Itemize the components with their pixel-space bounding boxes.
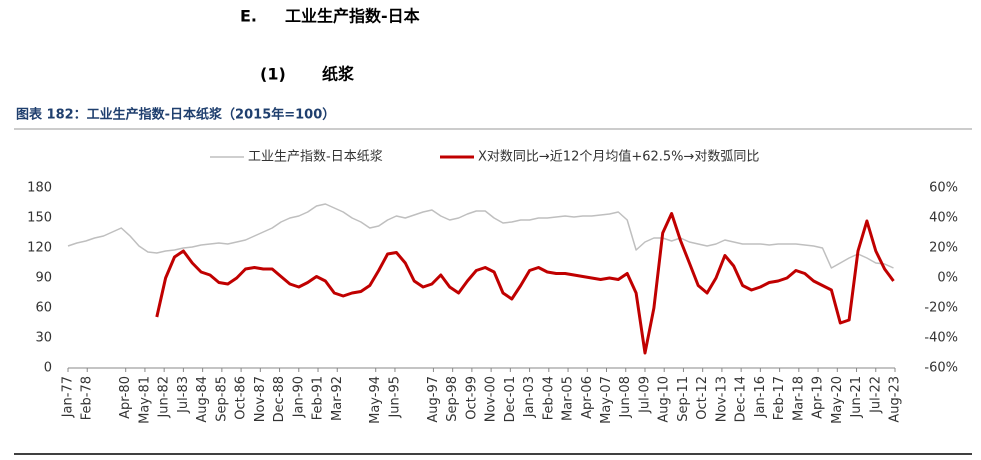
sub-title: 纸浆: [322, 65, 355, 84]
x-tick-label: Jan-77: [61, 376, 76, 418]
x-tick-label: Dec-88: [272, 376, 287, 422]
x-tick-label: Feb-04: [541, 376, 556, 420]
y-tick-label: 30: [35, 331, 52, 346]
legend-label: 工业生产指数-日本纸浆: [248, 150, 383, 165]
x-tick-label: Oct-12: [695, 376, 710, 420]
x-tick-label: Oct-99: [464, 376, 479, 420]
chart-title: 图表 182：工业生产指数-日本纸浆（2015年=100）: [16, 107, 335, 123]
y-tick-label: 150: [27, 211, 52, 226]
x-tick-label: Jan-16: [753, 376, 768, 418]
x-tick-label: Mar-05: [561, 376, 576, 421]
x-tick-label: Jun-21: [849, 376, 864, 419]
x-tick-label: Jul-83: [176, 376, 191, 414]
y2-tick-label: -60%: [924, 361, 958, 376]
x-tick-label: Sep-11: [676, 376, 691, 422]
x-tick-label: Feb-91: [311, 376, 326, 420]
y2-tick-label: -40%: [924, 331, 958, 346]
y2-tick-label: 40%: [929, 211, 958, 226]
legend-label: X对数同比→近12个月均值+62.5%→对数弧同比: [478, 149, 759, 165]
y-tick-label: 90: [35, 271, 52, 286]
x-tick-label: Aug-23: [888, 376, 903, 423]
x-tick-label: Dec-14: [734, 376, 749, 422]
x-tick-label: Jul-22: [868, 376, 883, 414]
series-line: [67, 203, 894, 269]
y2-tick-label: 60%: [929, 181, 958, 196]
x-tick-label: Sep-98: [445, 376, 460, 422]
x-tick-label: Aug-10: [657, 376, 672, 423]
sub-number: (1): [260, 65, 286, 84]
x-tick-label: Sep-85: [214, 376, 229, 422]
x-tick-label: Jun-95: [387, 376, 402, 419]
x-tick-label: Jan-03: [522, 376, 537, 418]
x-tick-label: Jun-82: [157, 376, 172, 419]
x-tick-label: May-94: [368, 376, 383, 424]
x-tick-label: Apr-80: [118, 376, 133, 419]
x-tick-label: May-81: [137, 376, 152, 424]
section: E.: [240, 7, 257, 26]
y-tick-label: 180: [27, 181, 52, 196]
x-tick-label: Jun-08: [618, 376, 633, 419]
x-tick-label: Mar-92: [330, 376, 345, 421]
x-tick-label: Aug-84: [195, 376, 210, 423]
x-tick-label: Jan-90: [291, 376, 306, 418]
x-tick-label: Oct-86: [234, 376, 249, 420]
y-tick-label: 120: [27, 241, 52, 256]
x-tick-label: Jul-09: [637, 376, 652, 414]
y2-tick-label: -20%: [924, 301, 958, 316]
x-tick-label: Feb-17: [772, 376, 787, 420]
x-tick-label: May-07: [599, 376, 614, 424]
y-tick-label: 0: [44, 361, 52, 376]
x-tick-label: Feb-78: [80, 376, 95, 420]
x-tick-label: Mar-18: [791, 376, 806, 421]
x-tick-label: Nov-13: [714, 376, 729, 422]
x-tick-label: Dec-01: [503, 376, 518, 422]
section-title: 工业生产指数-日本: [285, 7, 420, 26]
x-tick-label: Nov-87: [253, 376, 268, 422]
x-tick-label: Nov-00: [484, 376, 499, 422]
y2-tick-label: 20%: [929, 241, 958, 256]
x-tick-label: Aug-97: [426, 376, 441, 423]
x-tick-label: Apr-06: [580, 376, 595, 419]
y2-tick-label: 0%: [937, 271, 958, 286]
y-tick-label: 60: [35, 301, 52, 316]
x-tick-label: Apr-19: [811, 376, 826, 419]
x-tick-label: May-20: [830, 376, 845, 424]
series-line: [155, 212, 895, 355]
